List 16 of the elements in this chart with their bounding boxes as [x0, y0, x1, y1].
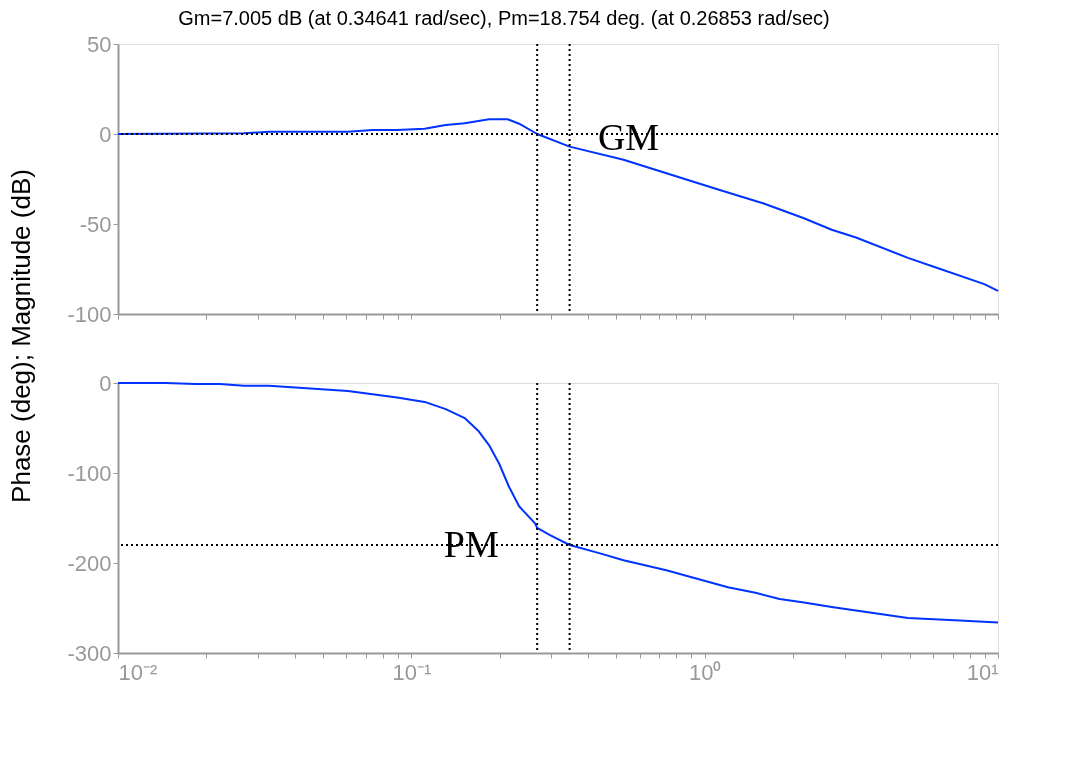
x-tick-label: 10⁻¹	[392, 659, 432, 685]
x-tick-label: 10⁰	[688, 659, 722, 685]
y-tick-label: -100	[67, 301, 112, 327]
y-tick-label: -100	[67, 460, 112, 486]
annotation: PM	[443, 522, 499, 565]
x-tick-label: 10¹	[966, 659, 999, 685]
annotation: GM	[597, 115, 660, 158]
y-axis-title: Phase (deg); Magnitude (dB)	[6, 169, 36, 503]
x-tick-label: 10⁻²	[118, 659, 158, 685]
y-tick-label: 50	[87, 31, 112, 57]
y-tick-label: 0	[99, 121, 112, 147]
y-tick-label: -300	[67, 640, 112, 666]
y-tick-label: -200	[67, 550, 112, 576]
y-tick-label: 0	[99, 370, 112, 396]
y-tick-label: -50	[79, 211, 112, 237]
chart-title: Gm=7.005 dB (at 0.34641 rad/sec), Pm=18.754 deg. (at 0.26853 rad/sec)	[178, 6, 830, 29]
